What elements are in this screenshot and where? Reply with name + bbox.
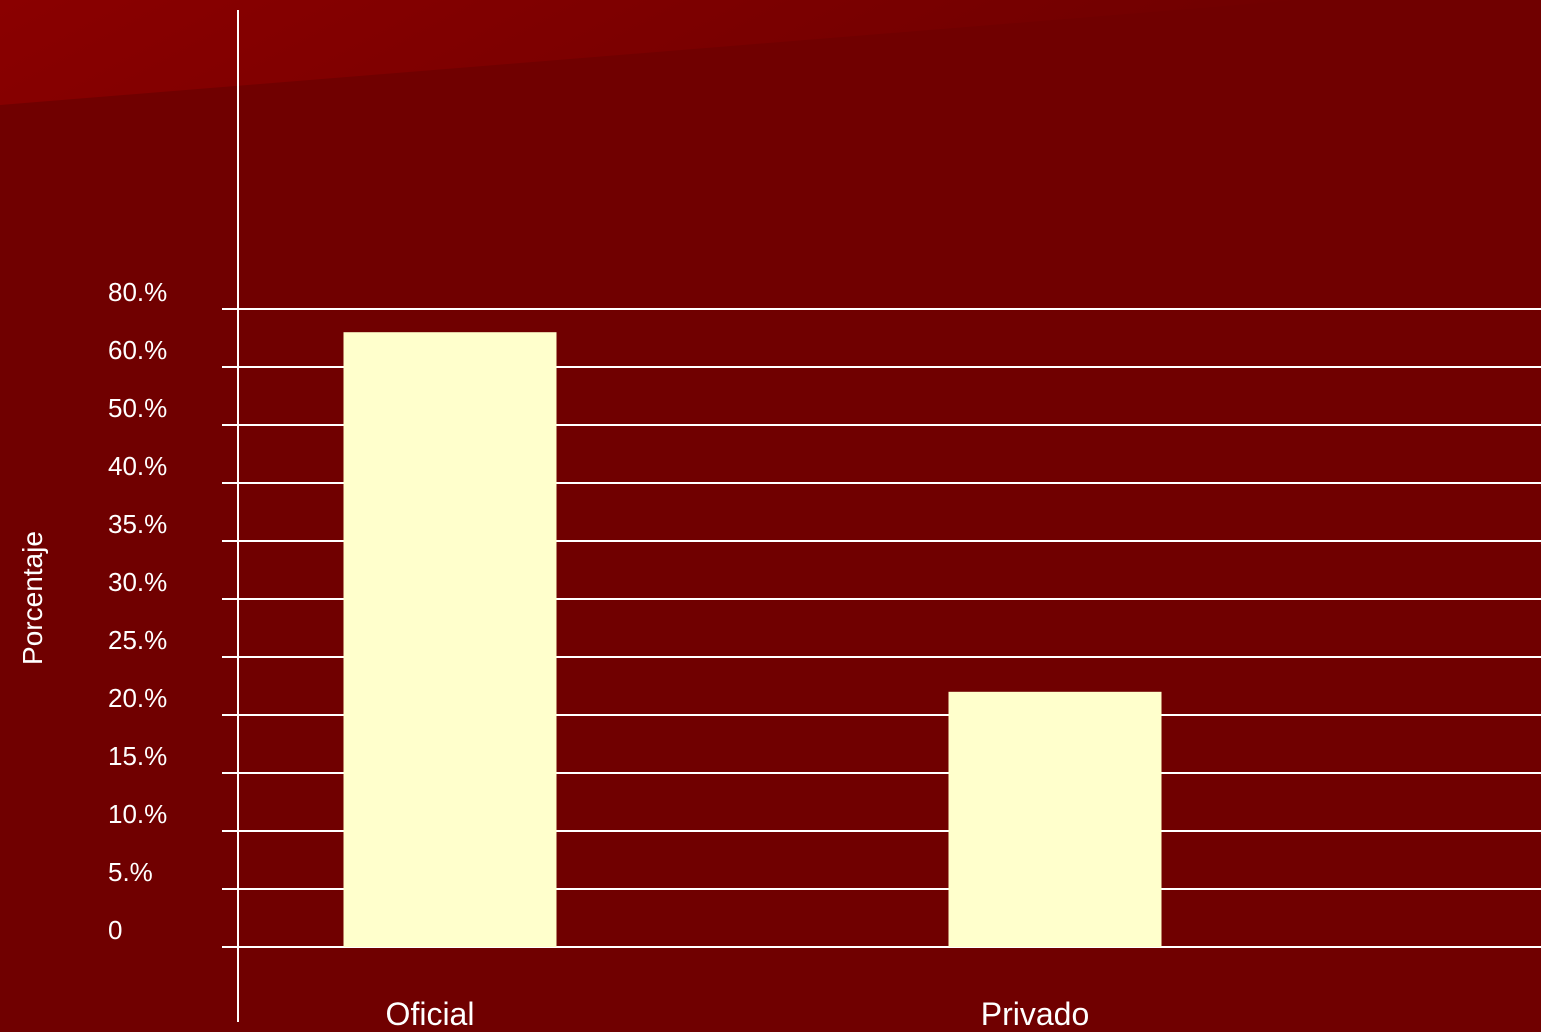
y-axis-title: Porcentaje	[17, 531, 48, 665]
y-tick-label: 35.%	[108, 509, 167, 539]
bar-privado	[948, 691, 1162, 947]
y-tick-label: 60.%	[108, 335, 167, 365]
y-tick-label: 0	[108, 915, 122, 945]
bar-oficial	[343, 332, 557, 947]
y-tick-labels: 0 5.% 10.% 15.% 20.% 25.% 30.% 35.% 40.% 50.% 60.%…	[108, 277, 167, 945]
y-tick-label: 25.%	[108, 625, 167, 655]
x-category-labels: Oficial Privado	[386, 996, 1090, 1032]
y-tick-label: 10.%	[108, 799, 167, 829]
y-tick-label: 5.%	[108, 857, 153, 887]
x-category-label: Oficial	[386, 996, 475, 1032]
bars	[343, 332, 1162, 947]
x-category-label: Privado	[981, 996, 1090, 1032]
y-tick-label: 50.%	[108, 393, 167, 423]
y-tick-label: 80.%	[108, 277, 167, 307]
y-tick-label: 15.%	[108, 741, 167, 771]
y-tick-label: 40.%	[108, 451, 167, 481]
y-tick-label: 20.%	[108, 683, 167, 713]
y-tick-label: 30.%	[108, 567, 167, 597]
